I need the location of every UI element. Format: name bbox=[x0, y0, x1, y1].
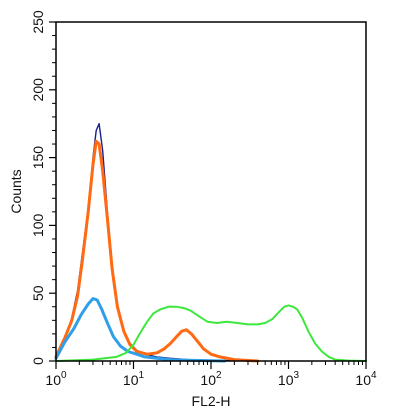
y-axis: 0 50 100 150 200 250 bbox=[30, 10, 56, 365]
x-tick-label: 103 bbox=[278, 370, 300, 388]
series-line-4 bbox=[55, 304, 367, 362]
y-tick-label: 150 bbox=[30, 146, 46, 170]
y-tick-label: 100 bbox=[30, 214, 46, 238]
series-line-1 bbox=[55, 123, 259, 362]
y-tick-label: 50 bbox=[30, 285, 46, 301]
series-line-2 bbox=[54, 139, 260, 363]
series-layer bbox=[54, 123, 367, 363]
y-tick-label: 250 bbox=[30, 10, 46, 34]
series-line-3 bbox=[54, 297, 227, 363]
x-tick-label: 100 bbox=[45, 370, 67, 388]
y-tick-label: 0 bbox=[30, 357, 46, 365]
x-tick-label: 102 bbox=[200, 370, 222, 388]
y-axis-title: Counts bbox=[8, 169, 24, 213]
x-axis-title: FL2-H bbox=[192, 393, 231, 409]
x-tick-label: 101 bbox=[123, 370, 145, 388]
x-tick-label: 104 bbox=[355, 370, 377, 388]
x-axis: 100 101 102 103 104 bbox=[45, 361, 377, 388]
y-tick-label: 200 bbox=[30, 78, 46, 102]
